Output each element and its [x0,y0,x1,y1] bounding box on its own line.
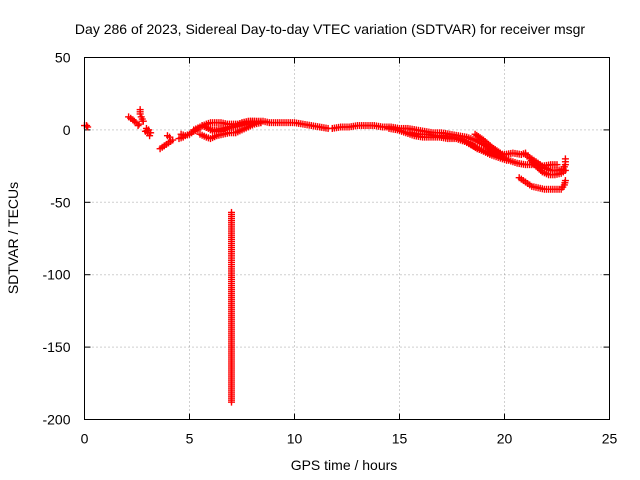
data-point [130,117,138,125]
grid-lines [84,57,610,420]
data-point [503,156,511,164]
data-point [179,133,187,141]
x-axis-label: GPS time / hours [291,457,398,473]
y-tick-label: -150 [42,339,70,355]
y-tick-label: -100 [42,267,70,283]
y-tick-label: 0 [63,122,71,138]
x-tick-label: 10 [287,431,303,447]
x-tick-label: 20 [497,431,513,447]
x-tick-label: 15 [392,431,408,447]
y-axis-label: SDTVAR / TECUs [5,182,21,294]
data-point [135,120,143,128]
y-tick-label: -200 [42,412,70,428]
x-tick-labels: 0 5 10 15 20 25 [81,431,618,447]
y-tick-labels: 50 0 -50 -100 -150 -200 [42,50,70,428]
data-point [147,129,155,137]
data-points [81,106,569,406]
x-tick-label: 0 [81,431,89,447]
data-point [228,398,235,406]
data-point [134,122,142,130]
data-point [166,133,174,141]
data-point [561,155,569,163]
data-point [561,166,569,174]
plot-frame [84,57,610,420]
y-tick-label: -50 [50,194,70,210]
data-point [561,177,569,185]
x-tick-label: 25 [602,431,618,447]
data-point [84,123,92,131]
x-tick-label: 5 [186,431,194,447]
y-tick-label: 50 [55,50,71,66]
data-point [537,166,545,174]
data-point [139,117,147,125]
data-point [257,119,265,127]
chart-title: Day 286 of 2023, Sidereal Day-to-day VTE… [75,21,585,37]
axis-ticks [84,57,610,420]
